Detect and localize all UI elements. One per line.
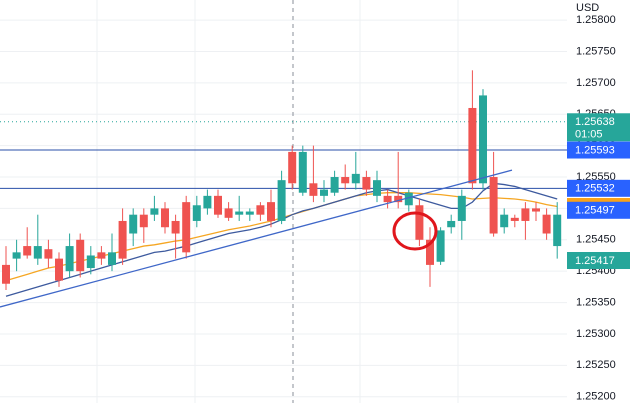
candle-body	[383, 195, 392, 203]
candle-body	[182, 202, 191, 253]
highlight-circle	[392, 211, 438, 251]
candle-body	[192, 205, 201, 221]
candle-body	[404, 192, 413, 206]
price-label: 1.25532	[575, 183, 615, 195]
candles	[2, 70, 562, 291]
candle-body	[23, 246, 32, 256]
y-tick-label: 1.25700	[576, 77, 616, 89]
price-label-box	[567, 252, 630, 270]
candle-body	[235, 211, 244, 215]
candle-body	[362, 177, 371, 190]
candle-body	[139, 214, 148, 228]
candle-body	[542, 214, 551, 234]
y-tick-label: 1.25300	[576, 328, 616, 340]
candle-body	[97, 252, 106, 259]
price-label: 1.25497	[575, 205, 615, 217]
candle-body	[330, 177, 339, 193]
candle-body	[118, 220, 127, 259]
candle-body	[436, 230, 445, 262]
candle-body	[447, 220, 456, 228]
candle-body	[309, 183, 318, 196]
candle-body	[468, 107, 477, 184]
candle-body	[65, 246, 74, 272]
candle-body	[521, 208, 530, 221]
candle-body	[394, 195, 403, 203]
candle-body	[171, 220, 180, 234]
y-tick-label: 1.25350	[576, 296, 616, 308]
trendline	[0, 169, 513, 308]
candle-body	[108, 252, 116, 265]
candle-body	[288, 151, 297, 184]
candle-body	[277, 180, 286, 221]
candle-body	[129, 214, 138, 234]
currency-box	[567, 0, 630, 15]
candle-body	[245, 211, 254, 215]
countdown-label: 01:05	[575, 129, 603, 141]
candle-body	[351, 173, 360, 184]
candle-body	[161, 208, 169, 228]
candle-body	[55, 258, 63, 281]
trendline	[0, 169, 513, 308]
candle-body	[479, 95, 487, 184]
currency-label[interactable]: USD	[576, 2, 599, 14]
price-labels: 1.2563801:051.255931.255321.255031.25497…	[567, 113, 630, 270]
y-tick-label: 1.25200	[576, 391, 616, 403]
candle-body	[298, 151, 307, 193]
candle-body	[86, 255, 95, 269]
price-label: 1.25638	[575, 116, 615, 128]
candle-body	[510, 217, 519, 221]
candle-body	[44, 249, 53, 259]
y-tick-label: 1.25800	[576, 14, 616, 26]
y-tick-label: 1.25450	[576, 234, 616, 246]
candle-body	[373, 180, 381, 196]
candle-body	[553, 214, 562, 247]
candle-body	[415, 205, 424, 240]
price-label: 1.25417	[575, 255, 615, 267]
candle-body	[256, 205, 265, 215]
candle-body	[224, 208, 233, 218]
candle-body	[12, 252, 21, 259]
price-label-box	[567, 179, 630, 197]
candle-body	[150, 208, 159, 215]
candle-body	[267, 202, 275, 221]
candle-body	[203, 195, 212, 209]
price-label-box	[567, 141, 630, 159]
price-label: 1.25593	[575, 144, 615, 156]
y-tick-label: 1.25250	[576, 359, 616, 371]
price-label-box	[567, 113, 630, 142]
price-label-box	[567, 201, 630, 219]
candle-body	[457, 195, 466, 221]
candle-body	[2, 264, 10, 284]
candle-body	[214, 195, 222, 215]
candle-body	[76, 239, 85, 272]
candle-body	[341, 177, 350, 184]
candle-body	[320, 189, 328, 196]
candle-body	[532, 208, 540, 212]
candle-body	[33, 246, 42, 259]
candle-body	[426, 239, 434, 265]
candle-body	[500, 214, 509, 228]
y-tick-label: 1.25750	[576, 45, 616, 57]
candle-body	[489, 177, 498, 234]
